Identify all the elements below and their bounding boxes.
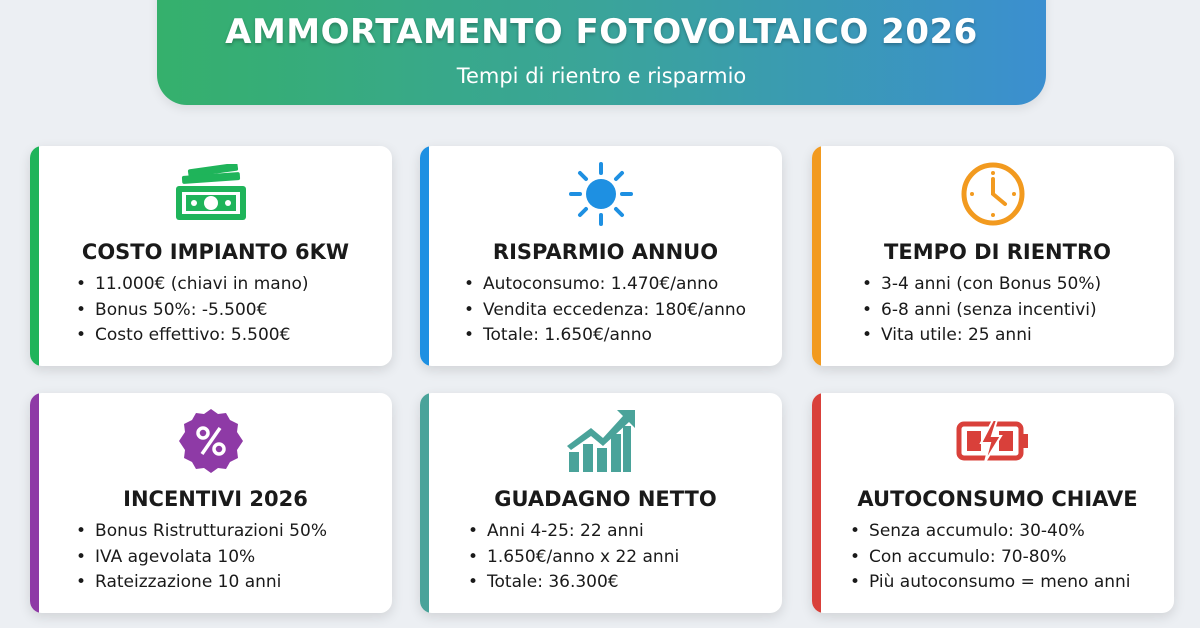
list-item: Senza accumulo: 30-40%	[850, 519, 1131, 545]
page-subtitle: Tempi di rientro e risparmio	[456, 64, 747, 88]
card-risparmio-annuo: RISPARMIO ANNUO Autoconsumo: 1.470€/anno…	[420, 146, 782, 366]
card-accent	[30, 393, 39, 613]
percent-badge-icon	[30, 409, 392, 473]
card-costo-impianto: COSTO IMPIANTO 6KW 11.000€ (chiavi in ma…	[30, 146, 392, 366]
card-list: Anni 4-25: 22 anni 1.650€/anno x 22 anni…	[468, 519, 679, 596]
list-item: Più autoconsumo = meno anni	[850, 570, 1131, 596]
page-title: AMMORTAMENTO FOTOVOLTAICO 2026	[225, 12, 978, 52]
list-item: 1.650€/anno x 22 anni	[468, 545, 679, 571]
card-title: TEMPO DI RIENTRO	[884, 240, 1111, 264]
list-item: Anni 4-25: 22 anni	[468, 519, 679, 545]
battery-charging-icon	[812, 409, 1174, 473]
list-item: Bonus 50%: -5.500€	[76, 298, 309, 324]
card-incentivi: INCENTIVI 2026 Bonus Ristrutturazioni 50…	[30, 393, 392, 613]
card-accent	[420, 146, 429, 366]
card-list: Bonus Ristrutturazioni 50% IVA agevolata…	[76, 519, 327, 596]
sun-icon	[420, 162, 782, 226]
card-title: AUTOCONSUMO CHIAVE	[857, 487, 1138, 511]
list-item: Bonus Ristrutturazioni 50%	[76, 519, 327, 545]
list-item: Rateizzazione 10 anni	[76, 570, 327, 596]
money-icon	[30, 162, 392, 226]
list-item: Autoconsumo: 1.470€/anno	[464, 272, 746, 298]
header-banner: AMMORTAMENTO FOTOVOLTAICO 2026 Tempi di …	[157, 0, 1046, 105]
card-accent	[812, 146, 821, 366]
card-accent	[30, 146, 39, 366]
list-item: Costo effettivo: 5.500€	[76, 323, 309, 349]
card-accent	[812, 393, 821, 613]
card-list: 3-4 anni (con Bonus 50%) 6-8 anni (senza…	[862, 272, 1101, 349]
card-list: Senza accumulo: 30-40% Con accumulo: 70-…	[850, 519, 1131, 596]
growth-chart-icon	[420, 409, 782, 473]
card-title: INCENTIVI 2026	[123, 487, 308, 511]
list-item: Totale: 36.300€	[468, 570, 679, 596]
list-item: 3-4 anni (con Bonus 50%)	[862, 272, 1101, 298]
card-list: Autoconsumo: 1.470€/anno Vendita ecceden…	[464, 272, 746, 349]
card-title: RISPARMIO ANNUO	[492, 240, 719, 264]
list-item: Vita utile: 25 anni	[862, 323, 1101, 349]
list-item: 11.000€ (chiavi in mano)	[76, 272, 308, 298]
card-tempo-rientro: TEMPO DI RIENTRO 3-4 anni (con Bonus 50%…	[812, 146, 1174, 366]
list-item: Con accumulo: 70-80%	[850, 545, 1131, 571]
list-item: 6-8 anni (senza incentivi)	[862, 298, 1101, 324]
clock-icon	[812, 162, 1174, 226]
list-item: Totale: 1.650€/anno	[464, 323, 746, 349]
card-list: 11.000€ (chiavi in mano) Bonus 50%: -5.5…	[76, 272, 309, 349]
card-title: GUADAGNO NETTO	[494, 487, 717, 511]
card-autoconsumo: AUTOCONSUMO CHIAVE Senza accumulo: 30-40…	[812, 393, 1174, 613]
list-item: IVA agevolata 10%	[76, 545, 327, 571]
card-guadagno-netto: GUADAGNO NETTO Anni 4-25: 22 anni 1.650€…	[420, 393, 782, 613]
card-accent	[420, 393, 429, 613]
card-title: COSTO IMPIANTO 6KW	[81, 240, 350, 264]
list-item: Vendita eccedenza: 180€/anno	[464, 298, 746, 324]
